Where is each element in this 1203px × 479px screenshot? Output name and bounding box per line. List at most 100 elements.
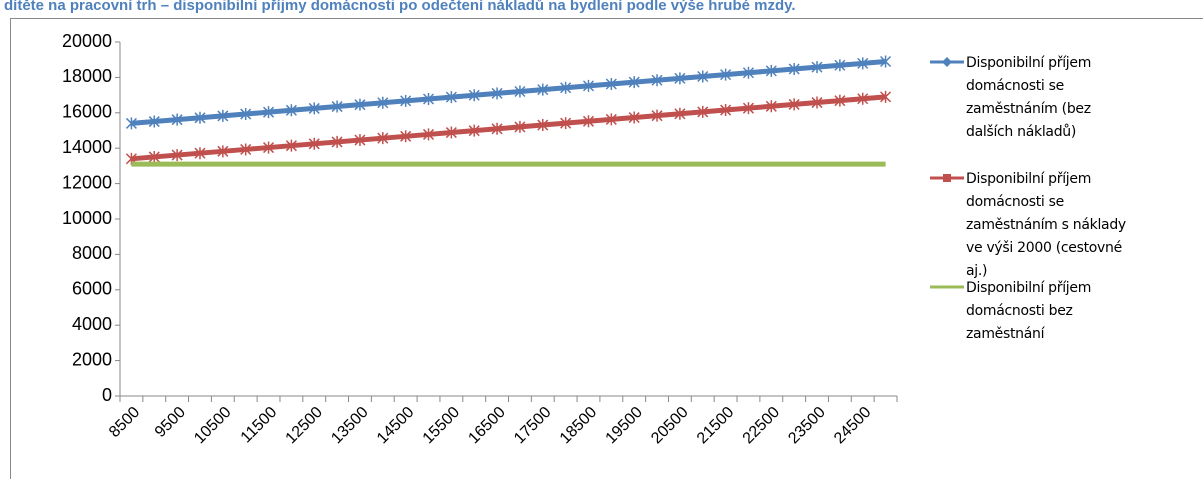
series-marker	[742, 66, 754, 79]
series-marker	[674, 107, 686, 120]
series-marker	[445, 91, 457, 104]
series-marker	[880, 90, 892, 103]
series-marker	[285, 139, 297, 152]
series-marker	[720, 104, 732, 117]
series-marker	[674, 72, 686, 85]
series-marker	[263, 106, 275, 119]
x-tick-label: 9500	[152, 404, 189, 441]
chart-frame	[10, 18, 1203, 479]
x-tick-label: 15500	[420, 404, 464, 448]
series-marker	[651, 74, 663, 87]
legend-label: Disponibilní příjem domácnosti bez zaměs…	[966, 280, 1092, 342]
series-marker	[194, 147, 206, 160]
series-marker	[377, 132, 389, 145]
series-marker	[765, 64, 777, 77]
x-tick-label: 8500	[106, 404, 143, 441]
series-marker	[468, 124, 480, 137]
series-marker	[445, 126, 457, 139]
legend-entry: Disponibilní příjem domácnosti se zaměst…	[966, 171, 1126, 278]
series-marker	[468, 89, 480, 102]
series-marker	[331, 100, 343, 113]
series-marker	[400, 94, 412, 107]
series-marker	[514, 120, 526, 133]
y-tick-label: 2000	[72, 349, 112, 369]
y-tick-label: 12000	[62, 172, 112, 192]
series-marker	[377, 96, 389, 109]
x-tick-label: 18500	[557, 404, 601, 448]
x-tick-label: 13500	[328, 404, 372, 448]
y-tick-label: 6000	[72, 279, 112, 299]
series-marker	[354, 134, 366, 147]
series-marker	[171, 149, 183, 162]
series-marker	[788, 63, 800, 76]
series-marker	[697, 105, 709, 118]
series-marker	[331, 135, 343, 148]
y-tick-label: 20000	[62, 31, 112, 51]
x-tick-label: 11500	[238, 404, 281, 447]
y-tick-label: 0	[102, 385, 112, 405]
series-marker	[857, 57, 869, 70]
legend-marker	[942, 57, 952, 67]
series-marker	[697, 70, 709, 83]
series-marker	[811, 61, 823, 74]
series-marker	[308, 102, 320, 115]
x-tick-label: 23500	[785, 404, 829, 448]
y-tick-label: 8000	[72, 243, 112, 263]
series-marker	[125, 117, 137, 130]
x-tick-label: 19500	[603, 404, 647, 448]
series-marker	[560, 81, 572, 94]
series-marker	[400, 130, 412, 143]
series-marker	[582, 115, 595, 128]
series-marker	[537, 119, 549, 132]
x-tick-label: 24500	[831, 404, 875, 448]
series-line	[131, 94, 886, 162]
series-marker	[628, 111, 640, 124]
series-marker	[194, 111, 206, 124]
series-marker	[422, 128, 435, 141]
legend-entry: Disponibilní příjem domácnosti se zaměst…	[966, 55, 1092, 140]
series-marker	[605, 113, 617, 126]
series-marker	[857, 92, 869, 105]
x-tick-label: 14500	[374, 404, 418, 448]
series-marker	[560, 117, 572, 130]
y-tick-label: 18000	[62, 66, 112, 86]
y-tick-label: 10000	[62, 208, 112, 228]
x-tick-label: 20500	[648, 404, 692, 448]
series-marker	[308, 137, 320, 150]
series-marker	[605, 78, 617, 91]
legend-entry: Disponibilní příjem domácnosti bez zaměs…	[966, 280, 1092, 342]
series-marker	[354, 98, 366, 111]
series-marker	[422, 93, 435, 106]
series-marker	[651, 109, 663, 122]
series-marker	[880, 55, 892, 68]
series-marker	[217, 145, 229, 158]
series-marker	[582, 79, 595, 92]
x-tick-label: 22500	[740, 404, 784, 448]
chart-title: dítěte na pracovní trh – disponibilní př…	[4, 0, 796, 14]
series-marker	[834, 94, 846, 107]
series-marker	[285, 104, 297, 117]
y-tick-label: 14000	[62, 137, 112, 157]
x-tick-label: 10500	[191, 404, 235, 448]
series-marker	[788, 98, 800, 111]
legend-label: Disponibilní příjem domácnosti se zaměst…	[966, 55, 1092, 140]
series-marker	[217, 109, 229, 122]
y-tick-label: 16000	[62, 102, 112, 122]
legend-label: Disponibilní příjem domácnosti se zaměst…	[966, 171, 1126, 278]
series-marker	[765, 100, 777, 113]
legend-marker	[943, 174, 951, 182]
series-marker	[240, 108, 252, 121]
series-marker	[834, 59, 846, 72]
series-marker	[742, 102, 754, 115]
series-marker	[628, 76, 640, 89]
series-marker	[720, 68, 732, 81]
series-marker	[148, 115, 160, 128]
x-tick-label: 17500	[511, 404, 555, 448]
x-tick-label: 21500	[694, 404, 738, 448]
x-tick-label: 12500	[283, 404, 327, 448]
series-marker	[263, 141, 275, 154]
series-marker	[537, 83, 549, 96]
x-tick-label: 16500	[465, 404, 509, 448]
series-marker	[491, 87, 503, 100]
